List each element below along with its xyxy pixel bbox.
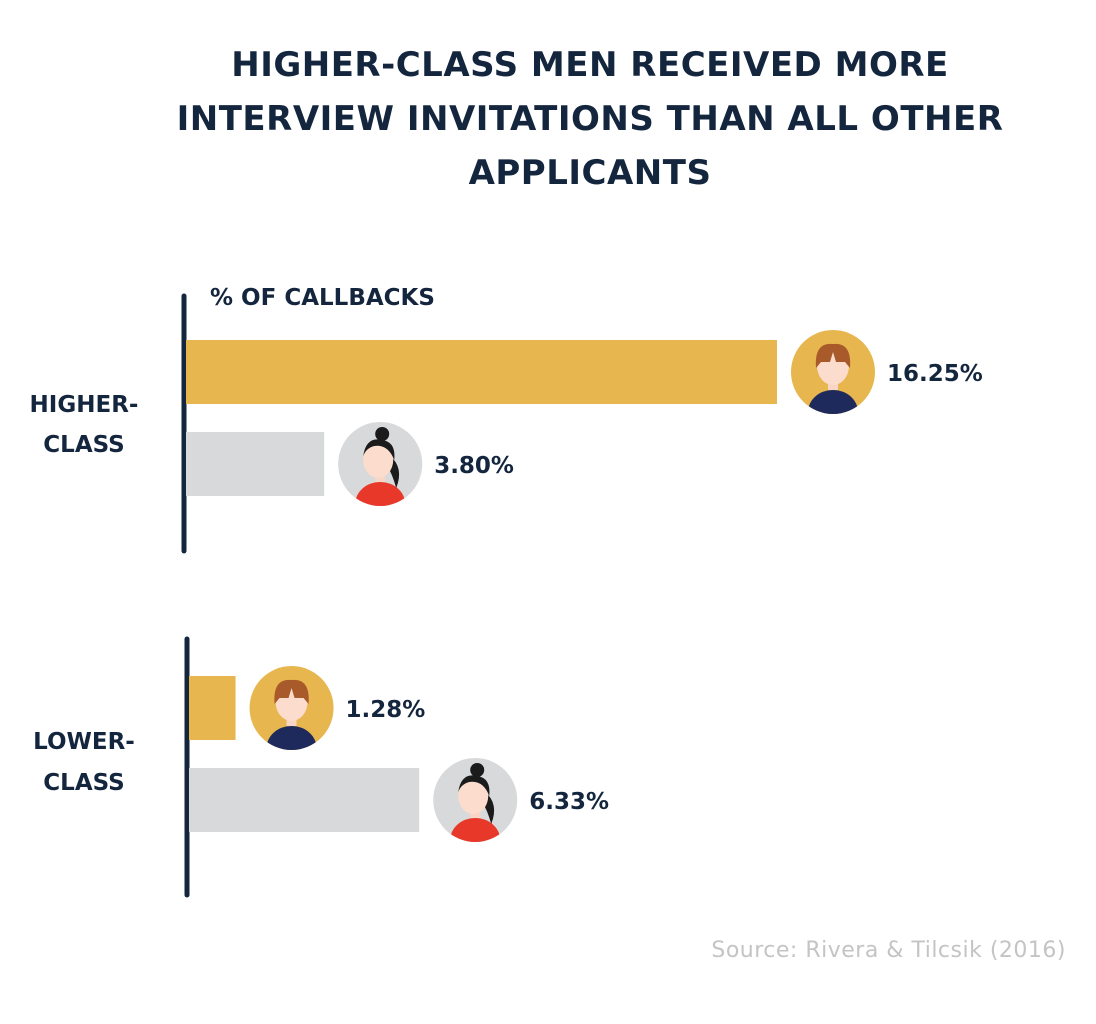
chart-title-line: APPLICANTS bbox=[468, 153, 712, 193]
axis-title: % OF CALLBACKS bbox=[210, 285, 435, 311]
woman-avatar-icon bbox=[433, 758, 518, 842]
category-label: CLASS bbox=[43, 770, 124, 796]
data-label: 3.80% bbox=[434, 453, 514, 479]
hair-bun bbox=[375, 427, 390, 441]
woman-avatar-icon bbox=[338, 422, 423, 506]
bar-women bbox=[189, 768, 420, 832]
hair-bun bbox=[470, 763, 485, 777]
chart-title: HIGHER-CLASS MEN RECEIVED MORE INTERVIEW… bbox=[90, 38, 1090, 200]
category-group: LOWER- CLASS 1.28% 6.33% bbox=[33, 636, 609, 898]
man-avatar-icon bbox=[249, 666, 334, 750]
chart-title-line: INTERVIEW INVITATIONS THAN ALL OTHER bbox=[176, 99, 1004, 139]
shirt bbox=[808, 390, 858, 414]
hair bbox=[363, 439, 395, 460]
bar-men bbox=[186, 340, 777, 404]
data-label: 6.33% bbox=[529, 789, 609, 815]
face bbox=[363, 442, 394, 478]
hair bbox=[274, 679, 309, 704]
hair bbox=[458, 775, 490, 796]
man-avatar-icon bbox=[791, 330, 875, 414]
data-label: 16.25% bbox=[887, 361, 983, 387]
bar-women bbox=[186, 432, 325, 496]
shirt bbox=[266, 726, 317, 750]
category-label: CLASS bbox=[43, 432, 124, 458]
category-group: HIGHER- CLASS 16.25% 3.80% bbox=[30, 293, 983, 554]
hair bbox=[815, 343, 851, 368]
source-note: Source: Rivera & Tilcsik (2016) bbox=[711, 938, 1066, 963]
bar-men bbox=[189, 676, 236, 740]
category-label: HIGHER- bbox=[30, 392, 139, 418]
shirt bbox=[450, 818, 501, 842]
category-label: LOWER- bbox=[33, 729, 135, 755]
chart-title-line: HIGHER-CLASS MEN RECEIVED MORE bbox=[231, 45, 949, 85]
shirt bbox=[355, 482, 406, 506]
face bbox=[458, 778, 489, 814]
data-label: 1.28% bbox=[346, 697, 426, 723]
